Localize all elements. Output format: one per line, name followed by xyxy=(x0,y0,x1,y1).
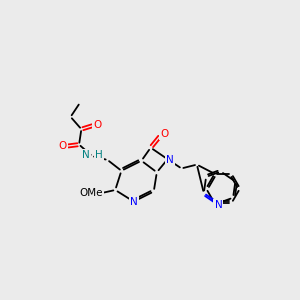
Text: N: N xyxy=(130,197,138,207)
Text: N: N xyxy=(82,150,90,160)
Text: N: N xyxy=(214,200,222,210)
Text: O: O xyxy=(160,129,169,139)
Text: N: N xyxy=(166,155,174,165)
Text: O: O xyxy=(59,141,67,151)
Text: O: O xyxy=(93,120,102,130)
Text: H: H xyxy=(95,150,103,160)
Text: OMe: OMe xyxy=(80,188,103,198)
